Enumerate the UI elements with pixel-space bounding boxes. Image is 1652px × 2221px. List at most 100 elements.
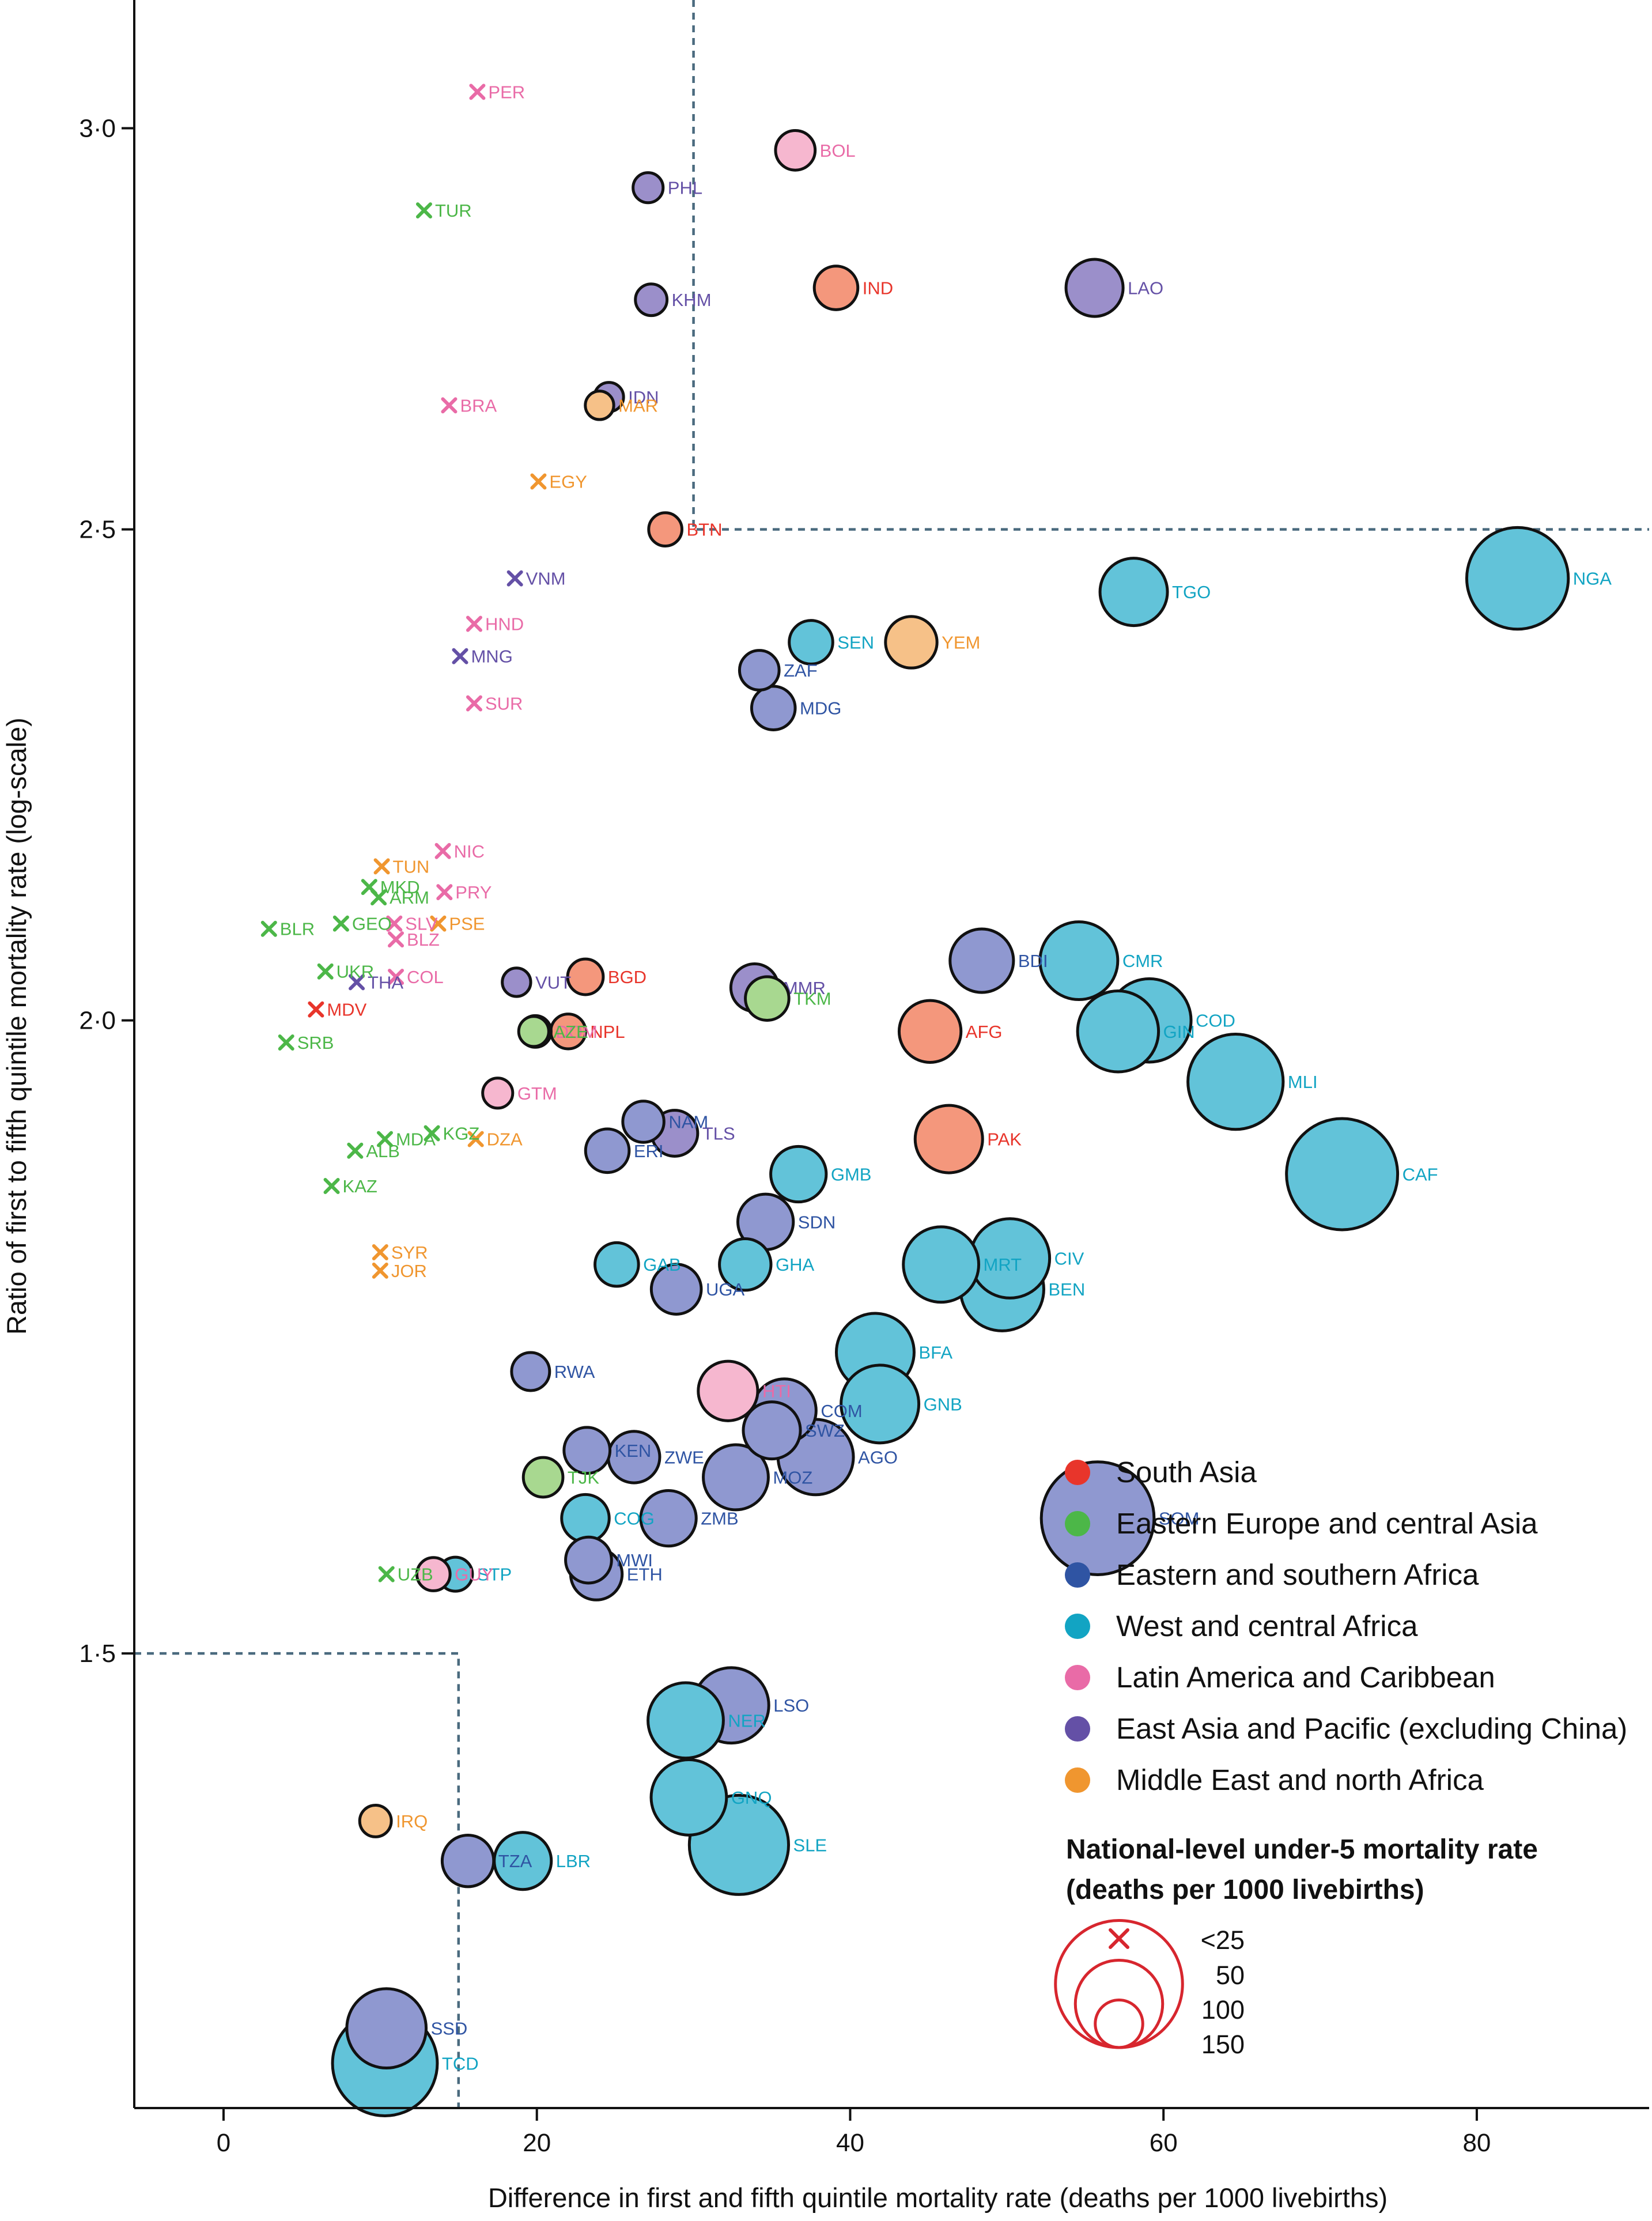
point-label: BFA [918,1343,952,1363]
point-ind: IND [812,265,893,311]
y-tick-label: 2·5 [79,516,116,544]
legend-label: West and central Africa [1116,1610,1418,1642]
point-bubble [647,1681,725,1760]
data-points: SOM CAF TCD NGA SLE MLI COD BEN GIN CIV SSD CMR BFA G… [260,82,1612,2117]
point-label: BDI [1018,951,1048,971]
point-label: GIN [1163,1022,1195,1042]
point-bubble [1186,1032,1285,1131]
point-bubble [621,1100,666,1144]
point-bubble [774,129,817,172]
point-marker-x [388,931,405,948]
point-bubble [697,1359,759,1422]
point-uzb: UZB [378,1565,433,1585]
point-uga: UGA [649,1263,745,1316]
point-bubble [1039,1460,1156,1576]
legend-swatch [1065,1460,1090,1485]
point-marker-x [260,920,277,937]
point-lbr: LBR [493,1831,591,1891]
point-khm: KHM [634,282,712,318]
point-label: UZB [398,1565,433,1585]
x-axis-label: Difference in first and fifth quintile m… [488,2182,1388,2213]
point-label: EGY [549,472,587,492]
point-bubble [440,1833,496,1888]
point-bubble [738,649,781,692]
point-per: PER [469,82,525,102]
point-aze: AZE [517,1015,588,1048]
point-geo: GEO [332,914,392,934]
point-label: CMR [1122,951,1163,971]
legend-swatch [1065,1767,1090,1793]
point-label: MKD [380,877,420,897]
point-bubble [948,927,1015,994]
point-marker-x [469,84,486,100]
point-label: VUT [535,972,571,992]
point-nam: NAM [621,1100,708,1144]
size-legend-x [1109,1928,1129,1949]
x-tick-label: 60 [1150,2129,1178,2157]
point-slv: SLV [386,914,438,934]
point-bubble [639,1489,698,1548]
size-legend-subtitle: (deaths per 1000 livebirths) [1066,1875,1424,1905]
point-bubble [1076,989,1160,1074]
point-label: SOM [1159,1509,1200,1529]
point-tur: TUR [415,201,472,221]
point-label: KEN [615,1441,652,1461]
point-marker-x [372,1262,388,1279]
point-label: COG [614,1509,655,1529]
x-tick-label: 40 [836,2129,864,2157]
point-label: DOM [555,1022,597,1042]
legend-swatch [1065,1665,1090,1690]
point-label: KHM [672,290,712,310]
point-blz: BLZ [388,930,440,950]
point-label: MDA [396,1130,436,1150]
legend-label: Eastern Europe and central Asia [1116,1507,1538,1540]
size-legend-label: 50 [1216,1961,1245,1990]
legend-label: Middle East and north Africa [1116,1763,1484,1796]
x-tick-label: 0 [217,2129,230,2157]
point-bubble [358,1803,393,1838]
point-bubble [647,511,683,547]
point-label: RWA [554,1362,595,1382]
point-label: MOZ [773,1467,812,1487]
point-label: ERI [634,1141,664,1161]
point-label: ARM [390,887,429,908]
point-srb: SRB [278,1033,334,1053]
point-label: COL [407,967,444,987]
point-label: COD [1196,1011,1235,1031]
point-label: IND [863,278,893,299]
y-tick-label: 1·5 [79,1640,116,1668]
point-label: NPL [590,1022,625,1042]
point-label: ZWE [664,1447,704,1467]
point-sdn: SDN [736,1192,836,1251]
point-bubble [649,1263,703,1316]
size-legend-label: 150 [1201,2030,1245,2059]
point-marker-x [386,915,403,932]
point-mda: MDA [376,1130,436,1150]
point-bubble [1098,557,1169,628]
point-label: GHA [776,1255,815,1275]
point-label: TJK [568,1467,599,1487]
point-bubble [913,1104,984,1174]
reference-line-1 [692,0,1649,531]
point-label: UGA [706,1279,745,1300]
point-rwa: RWA [510,1351,595,1392]
axes: 0 20 40 60 80 1·5 2·0 2·5 3·0 [79,0,1649,2157]
point-label: BTN [686,520,722,540]
point-sur: SUR [466,693,523,713]
point-sen: SEN [788,619,874,666]
point-label: GNQ [731,1788,772,1808]
point-label: TCD [442,2054,479,2074]
point-mdg: MDG [750,685,841,732]
point-label: YEM [942,632,980,652]
point-bubble [742,1400,802,1461]
point-tkm: TKM [744,975,831,1022]
point-marker-x [467,1131,484,1147]
point-bubble [840,1363,921,1445]
point-label: ZAF [784,660,818,681]
point-marker-x [308,1001,324,1018]
point-bubble [702,1443,770,1512]
point-tjk: TJK [521,1456,599,1499]
point-yem: YEM [884,615,980,670]
x-tick-label: 20 [523,2129,551,2157]
point-npl: NPL [549,1013,625,1051]
